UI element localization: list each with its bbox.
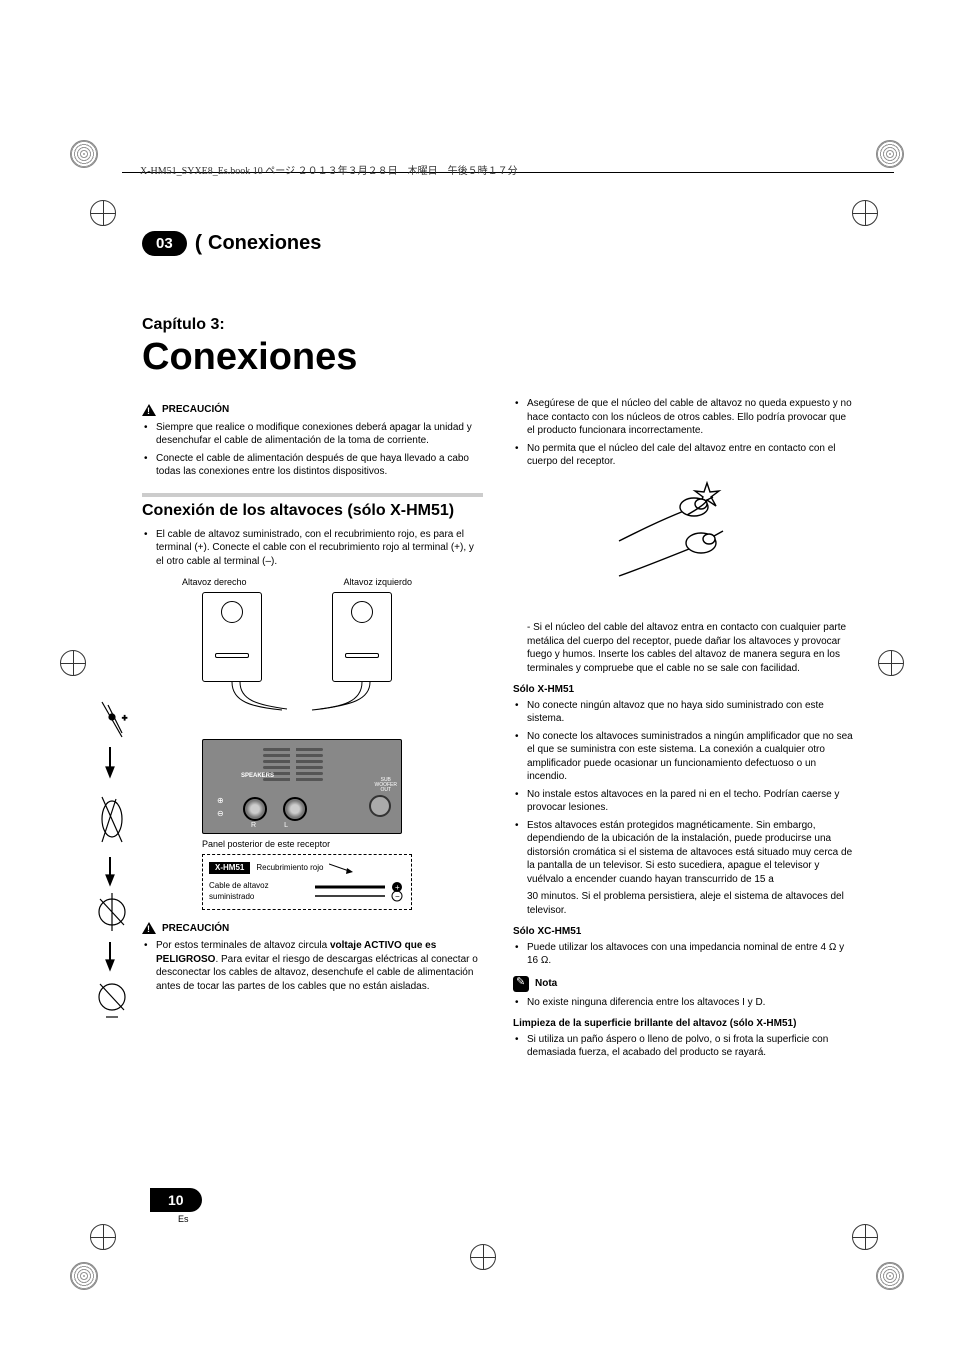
cleaning-list: Si utiliza un paño áspero o lleno de pol… — [513, 1033, 854, 1060]
speaker-left-label: Altavoz izquierdo — [343, 576, 412, 588]
caution-label: PRECAUCIÓN — [162, 403, 229, 417]
spark-cable-icon — [609, 481, 759, 601]
two-column-layout: PRECAUCIÓN Siempre que realice o modifiq… — [142, 397, 854, 1064]
list-item: Estos altavoces están protegidos magnéti… — [527, 819, 854, 887]
page-number: 10 — [150, 1188, 202, 1212]
speaker-right-icon — [202, 592, 262, 682]
section-heading: Conexión de los altavoces (sólo X-HM51) — [142, 493, 483, 520]
panel-caption: Panel posterior de este receptor — [202, 838, 483, 850]
connection-diagram: Altavoz derecho Altavoz izquierdo — [142, 576, 483, 909]
reg-mark-r — [878, 650, 904, 676]
receiver-panel-icon: SPEAKERS ⊕ ⊖ RL SUBWOOFEROUT — [202, 739, 402, 834]
list-item: No conecte los altavoces suministrados a… — [527, 730, 854, 784]
subwoofer-jack-icon — [369, 795, 391, 817]
solo-xc-list: Puede utilizar los altavoces con una imp… — [513, 941, 854, 968]
model-badge: X-HM51 — [209, 862, 250, 875]
reg-mark-br2 — [852, 1224, 878, 1250]
caution-row-2: PRECAUCIÓN — [142, 922, 483, 936]
page-lang: Es — [178, 1214, 202, 1224]
solo-x-tail: 30 minutos. Si el problema persistiera, … — [513, 890, 854, 917]
list-item: El cable de altavoz suministrado, con el… — [156, 528, 483, 569]
section-tab: 03 ( Conexiones — [142, 230, 854, 256]
solo-x-heading: Sólo X-HM51 — [513, 683, 854, 697]
cleaning-heading: Limpieza de la superficie brillante del … — [513, 1017, 854, 1031]
cable-strip-icon: + — [92, 697, 132, 1057]
supplied-cable-label: Cable de altavoz suministrado — [209, 881, 299, 903]
terminal-icon — [243, 797, 267, 821]
left-column: PRECAUCIÓN Siempre que realice o modifiq… — [142, 397, 483, 1064]
rl-labels: RL — [251, 821, 288, 830]
reg-mark-tr — [852, 200, 878, 226]
caution-label: PRECAUCIÓN — [162, 922, 229, 936]
list-item: No instale estos altavoces en la pared n… — [527, 788, 854, 815]
right-column: Asegúrese de que el núcleo del cable de … — [513, 397, 854, 1064]
reg-mark-tl — [90, 200, 116, 226]
wire-icon — [192, 682, 472, 712]
chapter-number-badge: 03 — [142, 231, 187, 256]
plus-sign: ⊕ ⊖ — [217, 794, 224, 821]
crop-mark-tr — [876, 140, 904, 168]
list-item: No existe ninguna diferencia entre los a… — [527, 996, 854, 1010]
terminal-icon — [283, 797, 307, 821]
caution1-list: Siempre que realice o modifique conexion… — [142, 421, 483, 479]
cable-callout-box: X-HM51 Recubrimiento rojo Cable de altav… — [202, 854, 412, 910]
list-item: Por estos terminales de altavoz circula … — [156, 939, 483, 993]
cable-pair-icon: + − — [315, 882, 405, 902]
arrow-icon — [329, 861, 389, 875]
list-item: Puede utilizar los altavoces con una imp… — [527, 941, 854, 968]
page-number-block: 10 Es — [150, 1188, 202, 1224]
dash-note: - Si el núcleo del cable del altavoz ent… — [513, 621, 854, 675]
caution-row-1: PRECAUCIÓN — [142, 403, 483, 417]
speaker-note-list: El cable de altavoz suministrado, con el… — [142, 528, 483, 569]
speaker-right-label: Altavoz derecho — [182, 576, 247, 588]
note-label: Nota — [535, 977, 557, 991]
list-item: No conecte ningún altavoz que no haya si… — [527, 699, 854, 726]
speaker-left-icon — [332, 592, 392, 682]
main-title: Conexiones — [142, 336, 854, 379]
svg-text:+: + — [122, 713, 127, 723]
note-icon — [513, 976, 529, 992]
solo-xc-heading: Sólo XC-HM51 — [513, 925, 854, 939]
section-title: Conexiones — [208, 232, 321, 255]
bold-text: voltaje ACTIVO que es PELIGROSO — [156, 940, 436, 965]
red-cover-label: Recubrimiento rojo — [256, 863, 323, 874]
nota-list: No existe ninguna diferencia entre los a… — [513, 996, 854, 1010]
note-row: Nota — [513, 976, 854, 992]
caution2-list: Por estos terminales de altavoz circula … — [142, 939, 483, 993]
list-item: Siempre que realice o modifique conexion… — [156, 421, 483, 448]
reg-mark-bl2 — [90, 1224, 116, 1250]
warning-triangle-icon — [142, 922, 156, 934]
list-item: Asegúrese de que el núcleo del cable de … — [527, 397, 854, 438]
svg-text:−: − — [395, 892, 400, 901]
chapter-label: Capítulo 3: — [142, 316, 854, 334]
speakers-text: SPEAKERS — [241, 772, 274, 780]
list-item: No permita que el núcleo del cale del al… — [527, 442, 854, 469]
cable-strip-steps: + — [92, 697, 132, 1057]
page-content: 03 ( Conexiones Capítulo 3: Conexiones P… — [142, 230, 854, 1230]
reg-mark-l — [60, 650, 86, 676]
book-header: X-HM51_SYXE8_Es.book 10 ページ ２０１３年３月２８日 木… — [140, 162, 518, 177]
list-item: Conecte el cable de alimentación después… — [156, 452, 483, 479]
tab-bracket-icon: ( — [195, 230, 202, 256]
subwoofer-label: SUBWOOFEROUT — [375, 778, 398, 793]
short-circuit-diagram — [513, 481, 854, 606]
reg-mark-bc — [470, 1244, 496, 1270]
col2-top-list: Asegúrese de que el núcleo del cable de … — [513, 397, 854, 469]
warning-triangle-icon — [142, 404, 156, 416]
solo-x-list: No conecte ningún altavoz que no haya si… — [513, 699, 854, 887]
list-item: Si utiliza un paño áspero o lleno de pol… — [527, 1033, 854, 1060]
crop-mark-br — [876, 1262, 904, 1290]
crop-mark-tl — [70, 140, 98, 168]
crop-mark-bl — [70, 1262, 98, 1290]
